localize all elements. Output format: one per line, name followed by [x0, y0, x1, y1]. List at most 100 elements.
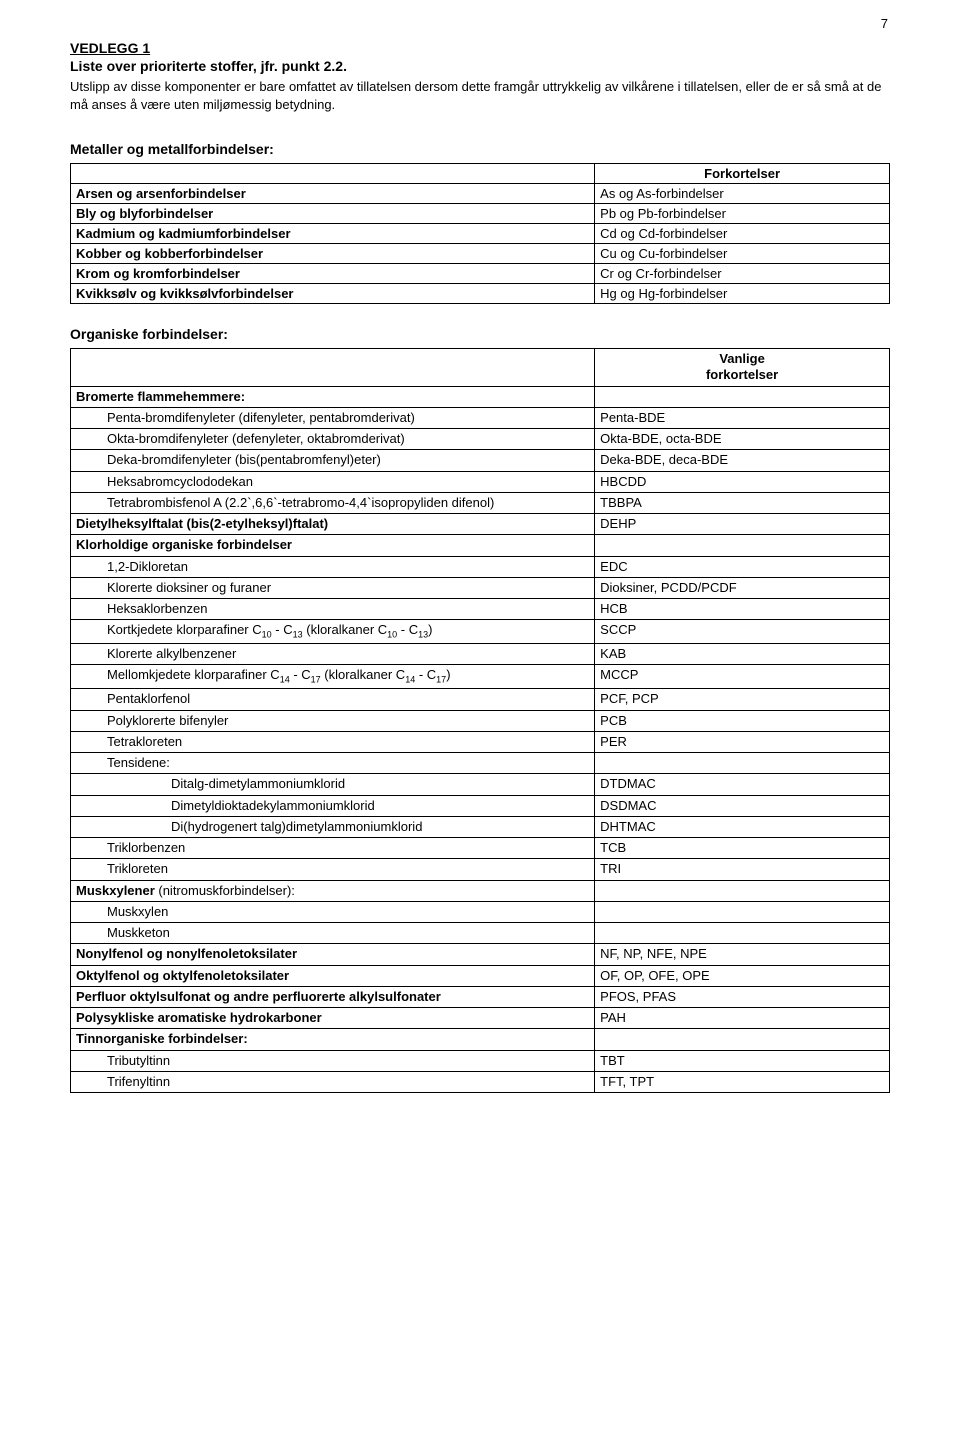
cell-name: Arsen og arsenforbindelser [71, 184, 595, 204]
cell-name: Heksaklorbenzen [71, 599, 595, 620]
table-row: Oktylfenol og oktylfenoletoksilaterOF, O… [71, 965, 890, 986]
cell-name: Perfluor oktylsulfonat og andre perfluor… [71, 986, 595, 1007]
table-header-abbr: Vanligeforkortelser [595, 349, 890, 387]
cell-name: Deka-bromdifenyleter (bis(pentabromfenyl… [71, 450, 595, 471]
table-row: Ditalg-dimetylammoniumkloridDTDMAC [71, 774, 890, 795]
cell-name: Klorerte dioksiner og furaner [71, 577, 595, 598]
intro-paragraph: Utslipp av disse komponenter er bare omf… [70, 78, 890, 113]
cell-name: Tinnorganiske forbindelser: [71, 1029, 595, 1050]
cell-name: Pentaklorfenol [71, 689, 595, 710]
cell-abbr: TBBPA [595, 492, 890, 513]
cell-abbr: EDC [595, 556, 890, 577]
cell-name: Klorerte alkylbenzener [71, 644, 595, 665]
cell-abbr: KAB [595, 644, 890, 665]
cell-abbr: TFT, TPT [595, 1071, 890, 1092]
cell-abbr: TCB [595, 838, 890, 859]
table-row: Tetrabrombisfenol A (2.2`,6,6`-tetrabrom… [71, 492, 890, 513]
cell-abbr: PCB [595, 710, 890, 731]
table-row: HeksaklorbenzenHCB [71, 599, 890, 620]
cell-name: Krom og kromforbindelser [71, 264, 595, 284]
cell-abbr [595, 901, 890, 922]
cell-abbr: HBCDD [595, 471, 890, 492]
cell-name: Okta-bromdifenyleter (defenyleter, oktab… [71, 429, 595, 450]
cell-name: Kvikksølv og kvikksølvforbindelser [71, 284, 595, 304]
table-row: Perfluor oktylsulfonat og andre perfluor… [71, 986, 890, 1007]
table-row: TetrakloretenPER [71, 731, 890, 752]
cell-name: Kadmium og kadmiumforbindelser [71, 224, 595, 244]
table-row: TributyltinnTBT [71, 1050, 890, 1071]
cell-name: Trifenyltinn [71, 1071, 595, 1092]
cell-abbr: PFOS, PFAS [595, 986, 890, 1007]
table-row: DimetyldioktadekylammoniumkloridDSDMAC [71, 795, 890, 816]
cell-name: Muskxylen [71, 901, 595, 922]
table-row: PentaklorfenolPCF, PCP [71, 689, 890, 710]
table-row: Okta-bromdifenyleter (defenyleter, oktab… [71, 429, 890, 450]
cell-abbr [595, 1029, 890, 1050]
table-row: TrifenyltinnTFT, TPT [71, 1071, 890, 1092]
table-row: Muskxylen [71, 901, 890, 922]
cell-abbr: PER [595, 731, 890, 752]
table-row: TriklorbenzenTCB [71, 838, 890, 859]
table-header-row: Vanligeforkortelser [71, 349, 890, 387]
table-row: Bly og blyforbindelserPb og Pb-forbindel… [71, 204, 890, 224]
cell-name: Nonylfenol og nonylfenoletoksilater [71, 944, 595, 965]
metals-table: Forkortelser Arsen og arsenforbindelserA… [70, 163, 890, 304]
table-row: Dietylheksylftalat (bis(2-etylheksyl)fta… [71, 514, 890, 535]
table-row: Polyklorerte bifenylerPCB [71, 710, 890, 731]
cell-abbr: DTDMAC [595, 774, 890, 795]
cell-name: Heksabromcyclododekan [71, 471, 595, 492]
table-row: Mellomkjedete klorparafiner C14 - C17 (k… [71, 665, 890, 689]
table-row: HeksabromcyclododekanHBCDD [71, 471, 890, 492]
cell-abbr: SCCP [595, 620, 890, 644]
table-header-blank [71, 349, 595, 387]
cell-abbr: Cr og Cr-forbindelser [595, 264, 890, 284]
table-row: Muskxylener (nitromuskforbindelser): [71, 880, 890, 901]
cell-abbr: Okta-BDE, octa-BDE [595, 429, 890, 450]
cell-name: Oktylfenol og oktylfenoletoksilater [71, 965, 595, 986]
appendix-subheading: Liste over prioriterte stoffer, jfr. pun… [70, 58, 890, 74]
cell-abbr: NF, NP, NFE, NPE [595, 944, 890, 965]
organic-section-title: Organiske forbindelser: [70, 326, 890, 342]
cell-name: Tributyltinn [71, 1050, 595, 1071]
cell-name: Klorholdige organiske forbindelser [71, 535, 595, 556]
cell-name: Di(hydrogenert talg)dimetylammoniumklori… [71, 816, 595, 837]
cell-name: Bromerte flammehemmere: [71, 386, 595, 407]
table-row: Klorerte dioksiner og furanerDioksiner, … [71, 577, 890, 598]
cell-abbr: TRI [595, 859, 890, 880]
table-row: Krom og kromforbindelserCr og Cr-forbind… [71, 264, 890, 284]
table-row: Kobber og kobberforbindelserCu og Cu-for… [71, 244, 890, 264]
table-header-abbr: Forkortelser [595, 164, 890, 184]
cell-abbr [595, 923, 890, 944]
table-header-blank [71, 164, 595, 184]
cell-abbr: Penta-BDE [595, 407, 890, 428]
cell-abbr: Hg og Hg-forbindelser [595, 284, 890, 304]
cell-name: Polysykliske aromatiske hydrokarboner [71, 1008, 595, 1029]
cell-abbr: OF, OP, OFE, OPE [595, 965, 890, 986]
cell-name: Kobber og kobberforbindelser [71, 244, 595, 264]
table-row: Tinnorganiske forbindelser: [71, 1029, 890, 1050]
cell-abbr [595, 880, 890, 901]
table-row: Polysykliske aromatiske hydrokarbonerPAH [71, 1008, 890, 1029]
cell-abbr: PCF, PCP [595, 689, 890, 710]
page-number: 7 [881, 16, 888, 31]
cell-name: Dietylheksylftalat (bis(2-etylheksyl)fta… [71, 514, 595, 535]
table-row: Penta-bromdifenyleter (difenyleter, pent… [71, 407, 890, 428]
cell-name: Penta-bromdifenyleter (difenyleter, pent… [71, 407, 595, 428]
cell-name: Dimetyldioktadekylammoniumklorid [71, 795, 595, 816]
table-header-row: Forkortelser [71, 164, 890, 184]
table-row: Nonylfenol og nonylfenoletoksilaterNF, N… [71, 944, 890, 965]
cell-abbr [595, 535, 890, 556]
cell-name: Bly og blyforbindelser [71, 204, 595, 224]
cell-abbr: Pb og Pb-forbindelser [595, 204, 890, 224]
cell-name: Tetrabrombisfenol A (2.2`,6,6`-tetrabrom… [71, 492, 595, 513]
table-row: Klorholdige organiske forbindelser [71, 535, 890, 556]
cell-abbr: DHTMAC [595, 816, 890, 837]
cell-abbr: DEHP [595, 514, 890, 535]
cell-name: Polyklorerte bifenyler [71, 710, 595, 731]
cell-abbr: DSDMAC [595, 795, 890, 816]
cell-name: Muskketon [71, 923, 595, 944]
cell-abbr: Cd og Cd-forbindelser [595, 224, 890, 244]
table-row: Klorerte alkylbenzenerKAB [71, 644, 890, 665]
cell-name: Kortkjedete klorparafiner C10 - C13 (klo… [71, 620, 595, 644]
table-row: Kortkjedete klorparafiner C10 - C13 (klo… [71, 620, 890, 644]
